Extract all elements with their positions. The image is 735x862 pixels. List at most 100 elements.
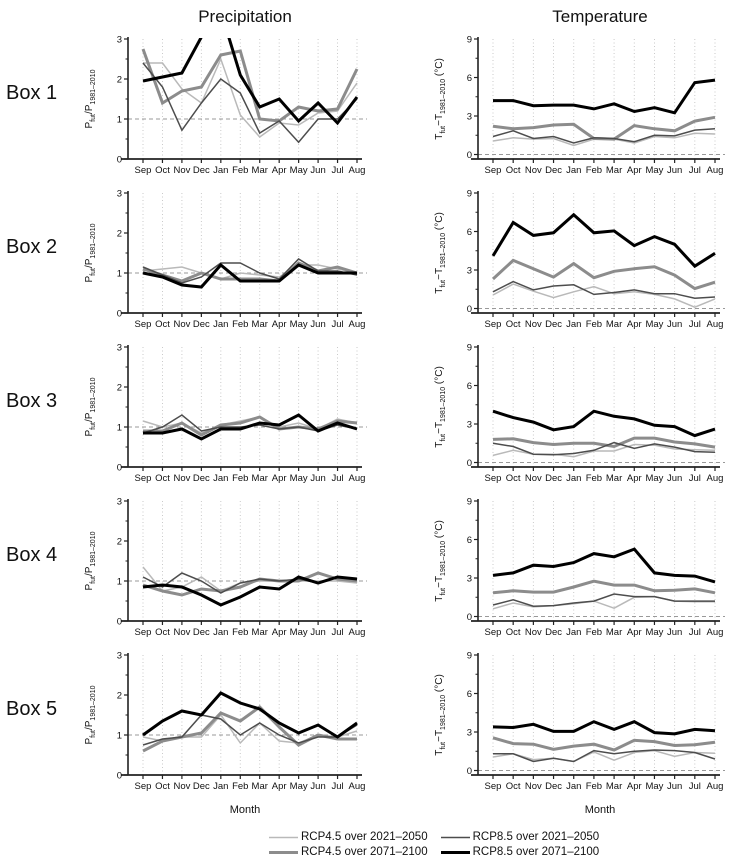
legend-column-rcp85: RCP8.5 over 2021–2050 RCP8.5 over 2071–2… <box>440 830 600 859</box>
month-tick-label: Feb <box>232 473 248 484</box>
month-tick-label: Mar <box>252 781 268 792</box>
y-tick-label: 3 <box>467 419 472 430</box>
month-tick-label: Dec <box>545 627 562 638</box>
month-tick-label: Aug <box>707 781 724 792</box>
row-label-box5: Box 5 <box>6 698 58 720</box>
month-tick-label: Jul <box>689 473 701 484</box>
y-axis-label: Pfut/P1981–2010 <box>84 69 97 128</box>
month-tick-label: Jan <box>213 319 228 330</box>
y-tick-label: 6 <box>467 381 472 392</box>
month-tick-label: Oct <box>155 781 170 792</box>
month-tick-label: May <box>645 781 663 792</box>
legend-label: RCP8.5 over 2021–2050 <box>472 831 600 843</box>
legend-label: RCP4.5 over 2071–2100 <box>301 846 428 858</box>
y-tick-label: 1 <box>117 268 122 279</box>
series-line-rcp8-5-over-2071-2100 <box>143 413 358 441</box>
month-tick-label: Mar <box>252 627 268 638</box>
month-tick-label: Nov <box>525 473 542 484</box>
y-axis-label: Tfut−T1981–2010 (°C) <box>434 366 447 448</box>
month-tick-label: Jan <box>566 781 581 792</box>
legend-line-swatch <box>269 850 298 854</box>
y-tick-label: 3 <box>467 573 472 584</box>
month-tick-label: Oct <box>155 627 170 638</box>
chart-box3-precipitation: 0 1 2 3 Sep Oct Nov Dec Jan Feb Mar Apr May Jun Jul Aug… <box>84 342 367 484</box>
chart-box5-temperature: 0 3 6 9 Sep Oct Nov Dec Jan Feb Mar Apr May Jun Jul Aug… <box>434 650 725 792</box>
month-tick-label: Sep <box>135 627 152 638</box>
month-tick-label: Jan <box>213 473 228 484</box>
chart-box4-precipitation: 0 1 2 3 Sep Oct Nov Dec Jan Feb Mar Apr May Jun Jul Aug… <box>84 496 367 638</box>
month-tick-label: Oct <box>506 473 521 484</box>
month-tick-label: Jul <box>331 627 343 638</box>
month-tick-label: Feb <box>232 165 248 176</box>
month-tick-label: Sep <box>485 473 502 484</box>
month-tick-label: Apr <box>627 781 642 792</box>
month-tick-label: Apr <box>272 627 287 638</box>
series-line-rcp8-5-over-2071-2100 <box>142 262 357 289</box>
y-tick-label: 3 <box>117 342 122 353</box>
month-tick-label: Apr <box>627 473 642 484</box>
series-line-rcp8-5-over-2071-2100 <box>492 547 716 584</box>
month-tick-label: Oct <box>506 627 521 638</box>
month-tick-label: Jul <box>331 319 343 330</box>
series-line-rcp4-5-over-2021-2050 <box>492 595 715 610</box>
legend-line-swatch <box>440 836 470 838</box>
month-tick-label: Aug <box>349 165 366 176</box>
month-tick-label: Dec <box>545 781 562 792</box>
y-tick-label: 0 <box>117 154 122 165</box>
y-tick-label: 1 <box>117 576 122 587</box>
month-tick-label: May <box>290 165 308 176</box>
y-tick-label: 0 <box>467 612 472 623</box>
month-tick-label: May <box>645 627 663 638</box>
series-line-rcp8-5-over-2071-2100 <box>142 38 359 126</box>
y-tick-label: 9 <box>467 496 472 507</box>
column-gap <box>368 496 426 650</box>
month-tick-label: Jul <box>331 781 343 792</box>
month-tick-label: Mar <box>252 319 268 330</box>
series-line-rcp8-5-over-2021-2050 <box>492 280 716 299</box>
month-tick-label: Nov <box>525 165 542 176</box>
month-tick-label: Apr <box>272 781 287 792</box>
month-tick-label: May <box>290 781 308 792</box>
month-tick-label: Feb <box>586 319 602 330</box>
month-tick-label: Sep <box>485 627 502 638</box>
month-tick-label: Oct <box>506 165 521 176</box>
series-line-rcp4-5-over-2071-2100 <box>142 571 358 597</box>
y-tick-label: 6 <box>467 227 472 238</box>
month-tick-label: Jan <box>213 781 228 792</box>
y-tick-label: 0 <box>467 304 472 315</box>
month-tick-label: May <box>645 319 663 330</box>
legend-line-swatch <box>440 850 470 854</box>
month-tick-label: Mar <box>606 319 622 330</box>
month-tick-label: Oct <box>155 165 170 176</box>
legend-item-rcp85-2071-2100: RCP8.5 over 2071–2100 <box>440 845 600 859</box>
month-tick-label: Feb <box>586 473 602 484</box>
series-line-rcp8-5-over-2021-2050 <box>142 714 358 746</box>
legend-item-rcp45-2071-2100: RCP4.5 over 2071–2100 <box>268 845 428 859</box>
month-tick-label: Jun <box>310 627 325 638</box>
y-axis-label: Tfut−T1981–2010 (°C) <box>434 674 447 756</box>
column-titles: Precipitation Temperature <box>0 0 735 34</box>
month-tick-label: Nov <box>525 781 542 792</box>
y-tick-label: 3 <box>467 111 472 122</box>
month-tick-label: Jun <box>667 473 682 484</box>
y-tick-label: 0 <box>117 308 122 319</box>
temperature-column-title: Temperature <box>552 7 648 26</box>
month-tick-label: Mar <box>606 627 622 638</box>
month-tick-label: Sep <box>485 165 502 176</box>
legend-item-rcp85-2021-2050: RCP8.5 over 2021–2050 <box>440 830 600 844</box>
y-tick-label: 2 <box>117 536 122 547</box>
chart-box4-temperature: 0 3 6 9 Sep Oct Nov Dec Jan Feb Mar Apr May Jun Jul Aug… <box>434 496 725 638</box>
row-box5: Box 5 0 1 2 3 Sep Oct Nov Dec Jan Feb Mar Apr May Jun… <box>0 650 735 804</box>
month-tick-label: Oct <box>506 319 521 330</box>
month-tick-label: Dec <box>193 627 210 638</box>
month-tick-label: Jun <box>667 319 682 330</box>
y-tick-label: 0 <box>467 458 472 469</box>
month-tick-label: Dec <box>193 473 210 484</box>
legend-label: RCP8.5 over 2071–2100 <box>472 846 600 858</box>
month-tick-label: Dec <box>193 319 210 330</box>
month-tick-label: Nov <box>173 165 190 176</box>
month-tick-label: Jul <box>689 781 701 792</box>
precipitation-column-title: Precipitation <box>198 7 292 26</box>
chart-box2-temperature: 0 3 6 9 Sep Oct Nov Dec Jan Feb Mar Apr May Jun Jul Aug… <box>434 188 725 330</box>
series-line-rcp8-5-over-2021-2050 <box>142 62 358 144</box>
